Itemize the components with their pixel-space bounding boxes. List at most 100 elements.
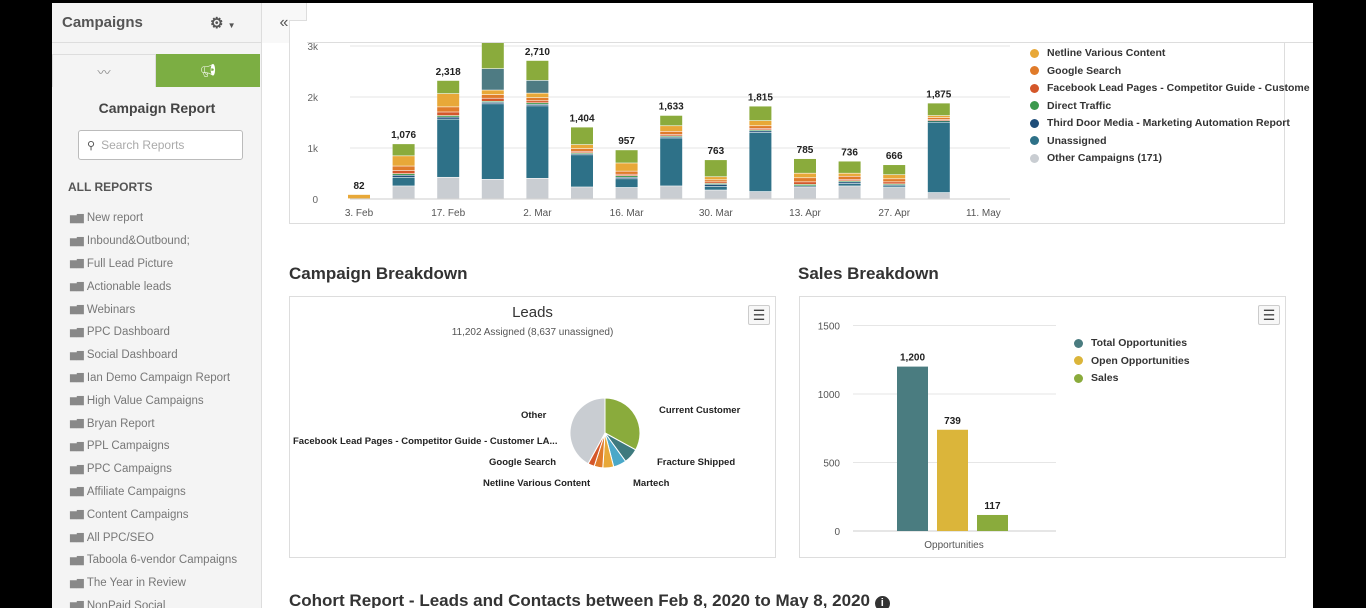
bar-segment (838, 181, 861, 182)
bar-segment (794, 184, 816, 186)
legend-item[interactable]: Facebook Lead Pages - Competitor Guide -… (1030, 82, 1310, 94)
megaphone-icon[interactable]: 📢︎ (156, 54, 260, 87)
legend-item[interactable]: Third Door Media - Marketing Automation … (1030, 117, 1290, 129)
hamburger-icon[interactable]: ☰ (1258, 305, 1280, 325)
bar-segment (704, 177, 727, 180)
sidebar-report-item[interactable]: ▆▇ PPC Dashboard (70, 326, 170, 339)
bar-segment (615, 177, 638, 179)
bar-segment (481, 179, 504, 199)
sidebar-report-item[interactable]: ▆▇ High Value Campaigns (70, 394, 204, 407)
campaign-breakdown-heading: Campaign Breakdown (289, 264, 468, 283)
sidebar-report-item[interactable]: ▆▇ Full Lead Picture (70, 257, 174, 270)
bar-chart-icon: ▆▇ (70, 577, 84, 588)
legend-item[interactable]: Open Opportunities (1074, 355, 1190, 367)
bar-segment (571, 151, 593, 153)
search-input[interactable]: ⚲ Search Reports (78, 130, 243, 160)
bar-total-label: 666 (886, 151, 903, 162)
bar-segment (526, 60, 549, 81)
sidebar-report-item[interactable]: ▆▇ New report (70, 212, 144, 225)
sidebar-report-item[interactable]: ▆▇ Ian Demo Campaign Report (70, 371, 231, 384)
bar-segment (749, 126, 772, 129)
bar-segment (392, 166, 415, 171)
bar-segment (615, 171, 638, 174)
pie-label: Google Search (489, 457, 557, 468)
bar-segment (838, 186, 861, 199)
sidebar-report-item[interactable]: ▆▇ Webinars (70, 303, 136, 316)
bar-value-label: 739 (944, 416, 961, 427)
bar-chart-icon: ▆▇ (70, 395, 84, 406)
app-window: Campaigns ⚙ ▼ 〰 📢︎ Campaign Report ⚲ Searc… (52, 3, 1313, 608)
pie-label: Facebook Lead Pages - Competitor Guide -… (293, 436, 558, 447)
legend-dot (1030, 66, 1039, 75)
bar-segment (615, 187, 638, 199)
bar-segment (704, 184, 727, 187)
bar-segment (794, 158, 816, 173)
bar-segment (883, 165, 906, 175)
bar-value-label: 117 (984, 501, 1001, 512)
bar-segment (927, 192, 950, 199)
sidebar-report-item[interactable]: ▆▇ NonPaid Social (70, 595, 237, 608)
bar-segment (704, 186, 727, 190)
bar-segment (883, 185, 906, 186)
bar-segment (437, 93, 460, 107)
bar-chart-icon: ▆▇ (70, 600, 84, 608)
legend-dot (1074, 338, 1083, 348)
bar (937, 429, 968, 531)
all-reports-heading: ALL REPORTS (68, 180, 153, 194)
legend-item[interactable]: Direct Traffic (1030, 100, 1111, 112)
bar-segment (526, 106, 549, 178)
sidebar-report-item[interactable]: ▆▇ Social Dashboard (70, 349, 178, 362)
bar-segment (927, 121, 950, 122)
bar-total-label: 736 (841, 147, 858, 158)
hamburger-icon[interactable]: ☰ (748, 305, 770, 325)
legend-item[interactable]: Netline Various Content (1030, 47, 1165, 59)
bar-value-label: 1,200 (900, 353, 925, 364)
stacked-bar-chart: 0 1k 2k 3k 82 1,076 2,318 2,710 1,404 957 1,633 763… (307, 42, 1010, 219)
bar-total-label: 1,815 (748, 92, 773, 103)
bar-segment (794, 178, 816, 182)
bar-segment (927, 119, 950, 121)
sidebar-report-item[interactable]: ▆▇ Inbound&Outbound; (70, 235, 190, 248)
bar-segment (571, 153, 593, 154)
bar-segment (660, 136, 683, 137)
bar-segment (615, 174, 638, 176)
legend-item[interactable]: Google Search (1030, 65, 1121, 77)
bar-segment (660, 186, 683, 199)
bar-chart-icon: ▆▇ (70, 554, 84, 565)
bar-segment (838, 179, 861, 181)
sidebar-report-item[interactable]: ▆▇ The Year in Review (70, 577, 186, 590)
bar-chart-icon: ▆▇ (70, 349, 84, 360)
legend-item[interactable]: Other Campaigns (171) (1030, 152, 1162, 164)
bar-chart-icon: ▆▇ (70, 281, 84, 292)
bar-segment (571, 154, 593, 155)
legend-item[interactable]: Total Opportunities (1074, 337, 1187, 349)
bar-segment (927, 117, 950, 120)
sidebar-report-item[interactable]: ▆▇ Taboola 6-vendor Campaigns (70, 554, 238, 567)
x-category-label: Opportunities (924, 540, 983, 551)
info-icon[interactable]: i (874, 596, 890, 608)
sidebar-report-item[interactable]: ▆▇ PPC Campaigns (70, 463, 172, 476)
x-tick-label: 27. Apr (878, 208, 910, 219)
pie-slice (569, 397, 606, 465)
bar-segment (749, 132, 772, 192)
y-tick-label: 1k (307, 144, 319, 155)
bar-segment (571, 149, 593, 151)
bar-chart-icon: ▆▇ (70, 418, 84, 429)
sidebar-report-item[interactable]: ▆▇ Affiliate Campaigns (70, 485, 186, 498)
legend-dot (1030, 101, 1039, 110)
sidebar-report-item[interactable]: ▆▇ All PPC/SEO (70, 531, 154, 544)
bar-segment (615, 150, 638, 163)
gear-icon[interactable]: ⚙ ▼ (210, 15, 236, 32)
legend-dot (1030, 118, 1039, 128)
bar-chart-icon: ▆▇ (70, 509, 84, 520)
bar-segment (526, 103, 549, 105)
legend-item[interactable]: Sales (1074, 372, 1118, 384)
bar-segment (481, 68, 504, 90)
bar-segment (749, 191, 772, 199)
sidebar-report-item[interactable]: ▆▇ Actionable leads (70, 280, 172, 293)
sidebar-report-item[interactable]: ▆▇ Content Campaigns (70, 508, 189, 521)
sidebar-report-item[interactable]: ▆▇ Bryan Report (70, 417, 155, 430)
trend-icon[interactable]: 〰 (52, 54, 156, 87)
sidebar-report-item[interactable]: ▆▇ PPL Campaigns (70, 440, 170, 453)
legend-item[interactable]: Unassigned (1030, 135, 1107, 147)
